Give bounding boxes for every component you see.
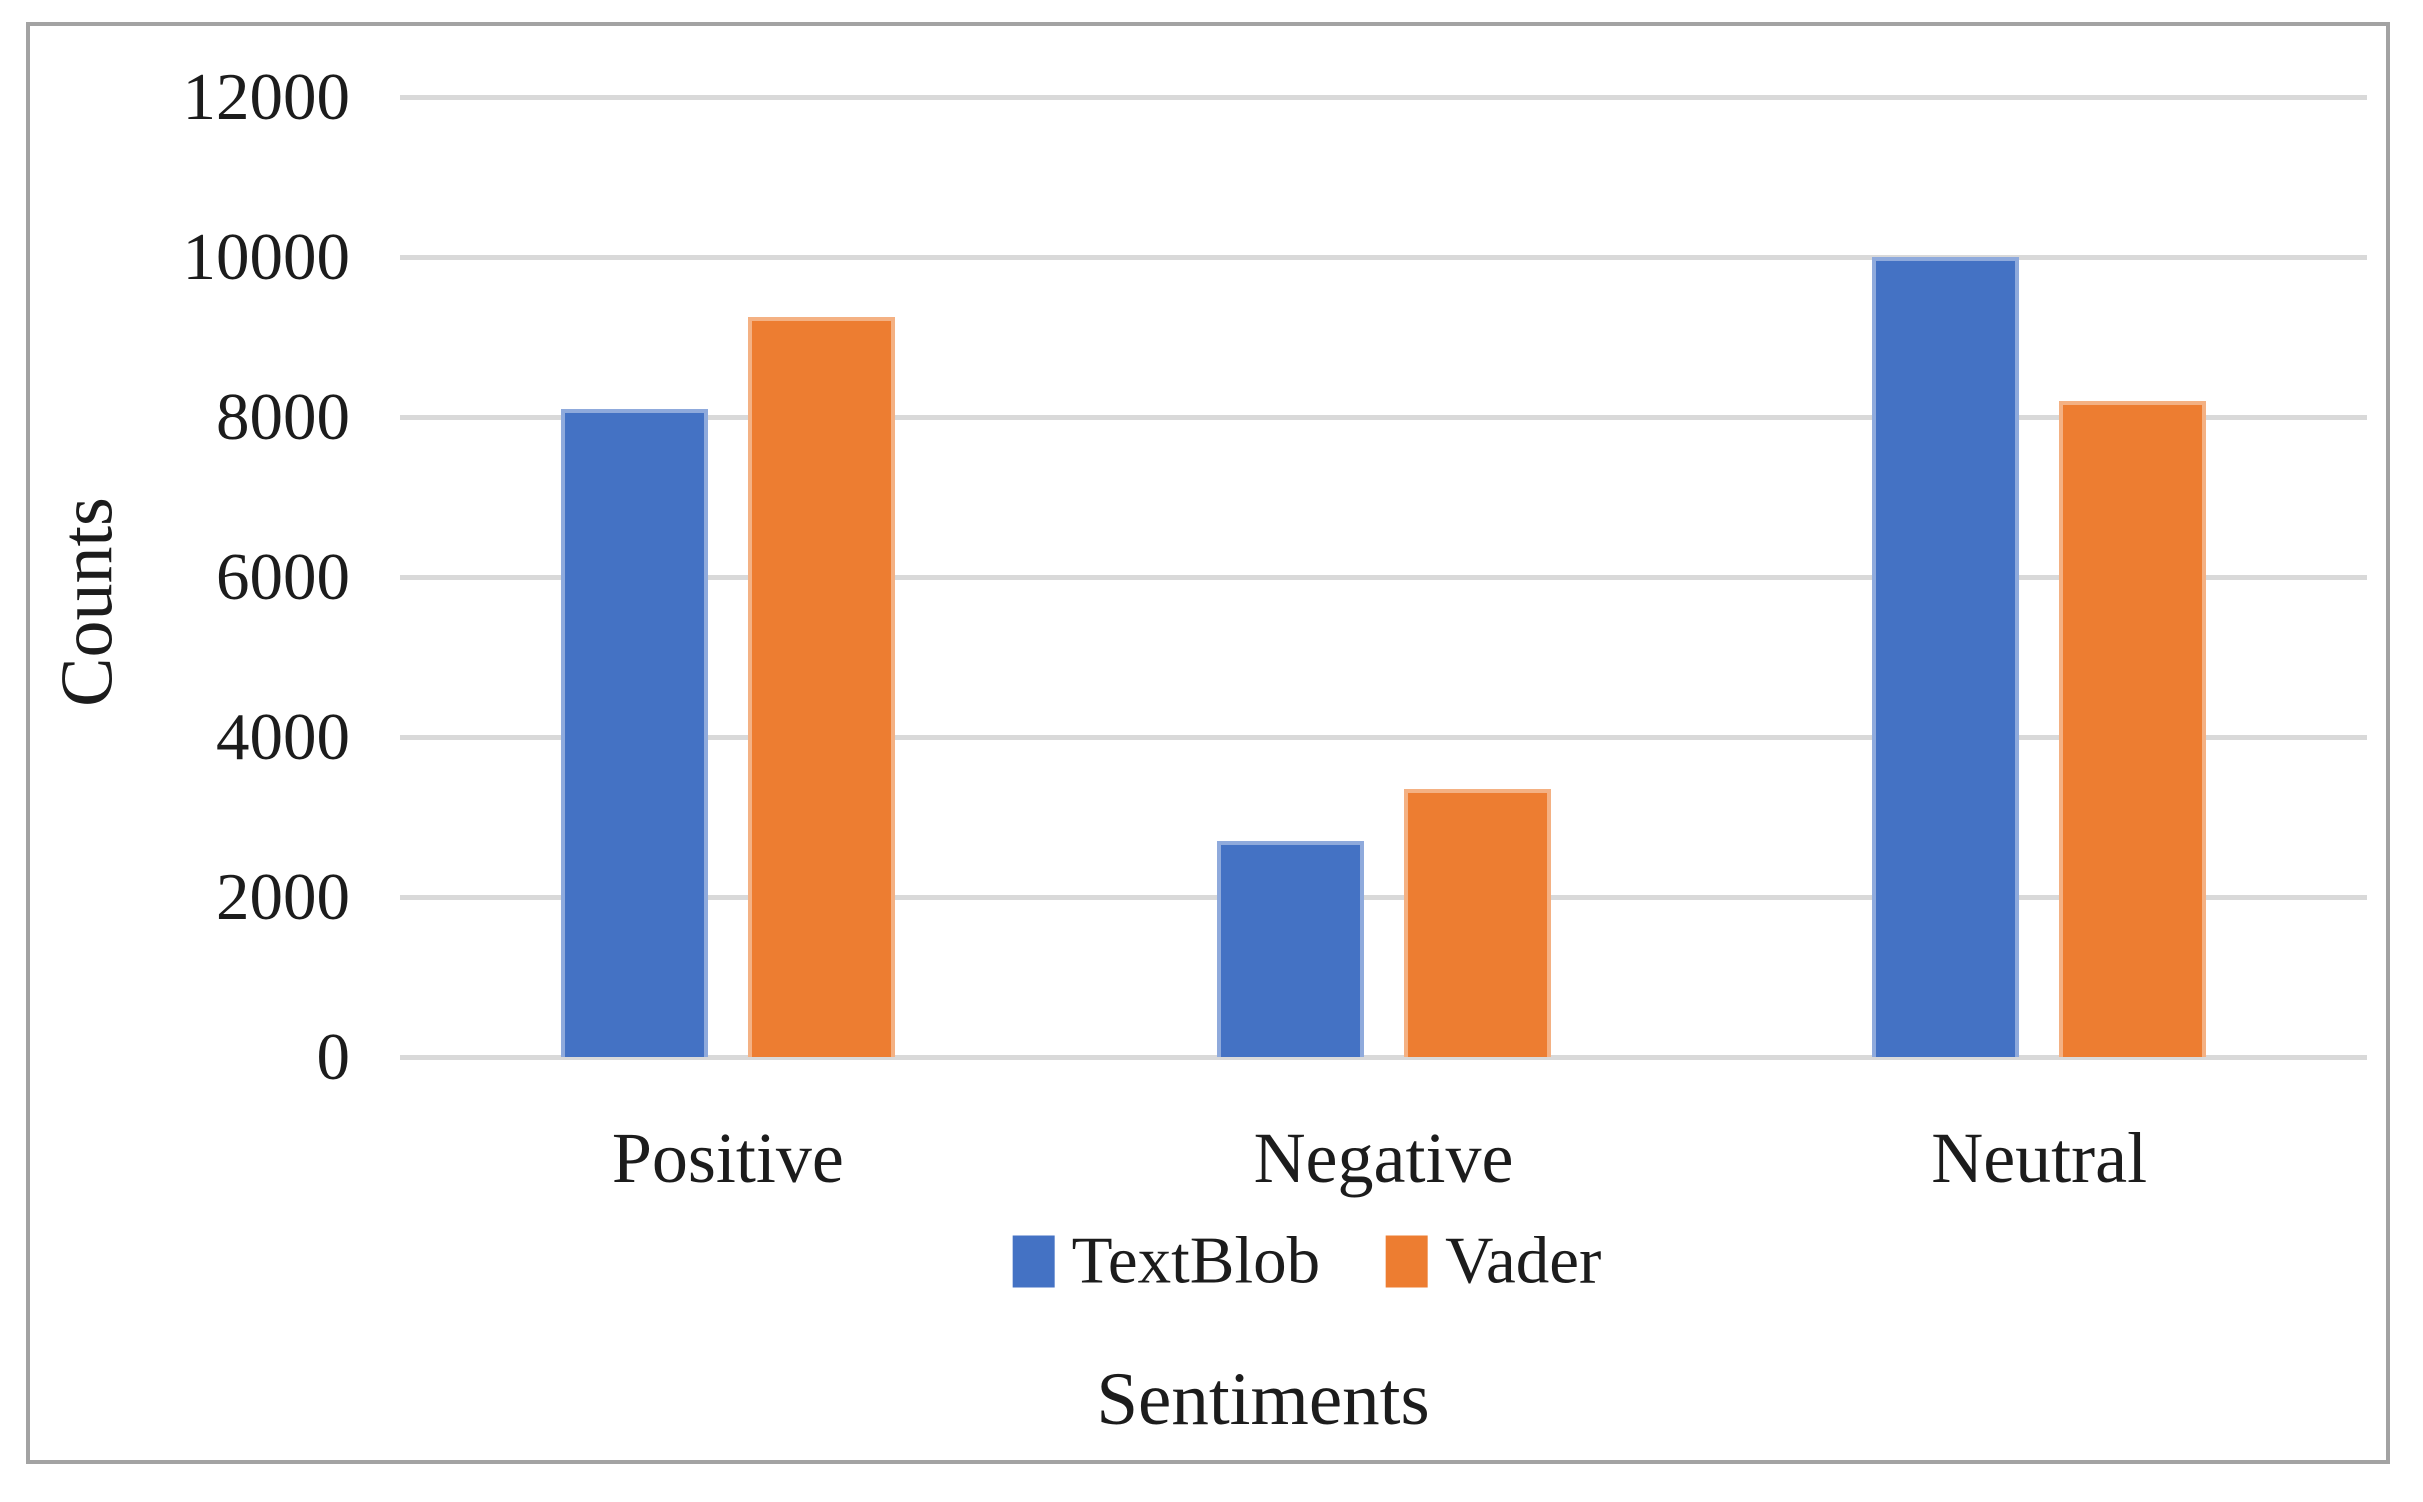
bar-textblob-negative	[1216, 841, 1364, 1057]
legend-label-vader: Vader	[1445, 1223, 1602, 1298]
y-tick-label-6000: 6000	[216, 540, 350, 614]
gridline-6000	[400, 575, 2367, 580]
bar-textblob-neutral	[1872, 257, 2020, 1057]
legend-item-vader: Vader	[1386, 1223, 1602, 1298]
category-label-positive: Positive	[611, 1118, 844, 1198]
gridline-4000	[400, 735, 2367, 740]
gridline-8000	[400, 415, 2367, 420]
gridline-0	[400, 1055, 2367, 1060]
bar-textblob-positive	[560, 409, 708, 1057]
y-tick-label-10000: 10000	[182, 220, 351, 294]
y-tick-label-4000: 4000	[216, 700, 350, 774]
legend: TextBlob Vader	[1012, 1223, 1602, 1298]
legend-swatch-vader	[1386, 1235, 1429, 1287]
gridline-2000	[400, 895, 2367, 900]
y-tick-label-0: 0	[316, 1020, 351, 1094]
y-tick-label-8000: 8000	[216, 380, 350, 454]
category-label-negative: Negative	[1253, 1118, 1514, 1198]
legend-swatch-textblob	[1012, 1235, 1055, 1287]
legend-label-textblob: TextBlob	[1071, 1223, 1321, 1298]
bar-vader-positive	[747, 317, 895, 1057]
y-tick-label-12000: 12000	[182, 60, 351, 134]
y-axis-title: Counts	[46, 497, 129, 707]
category-label-neutral: Neutral	[1931, 1118, 2148, 1198]
y-tick-label-2000: 2000	[216, 860, 350, 934]
legend-item-textblob: TextBlob	[1012, 1223, 1321, 1298]
gridline-12000	[400, 95, 2367, 100]
bar-vader-neutral	[2059, 401, 2207, 1057]
gridline-10000	[400, 255, 2367, 260]
x-axis-title: Sentiments	[1096, 1358, 1430, 1441]
bar-vader-negative	[1403, 789, 1551, 1057]
